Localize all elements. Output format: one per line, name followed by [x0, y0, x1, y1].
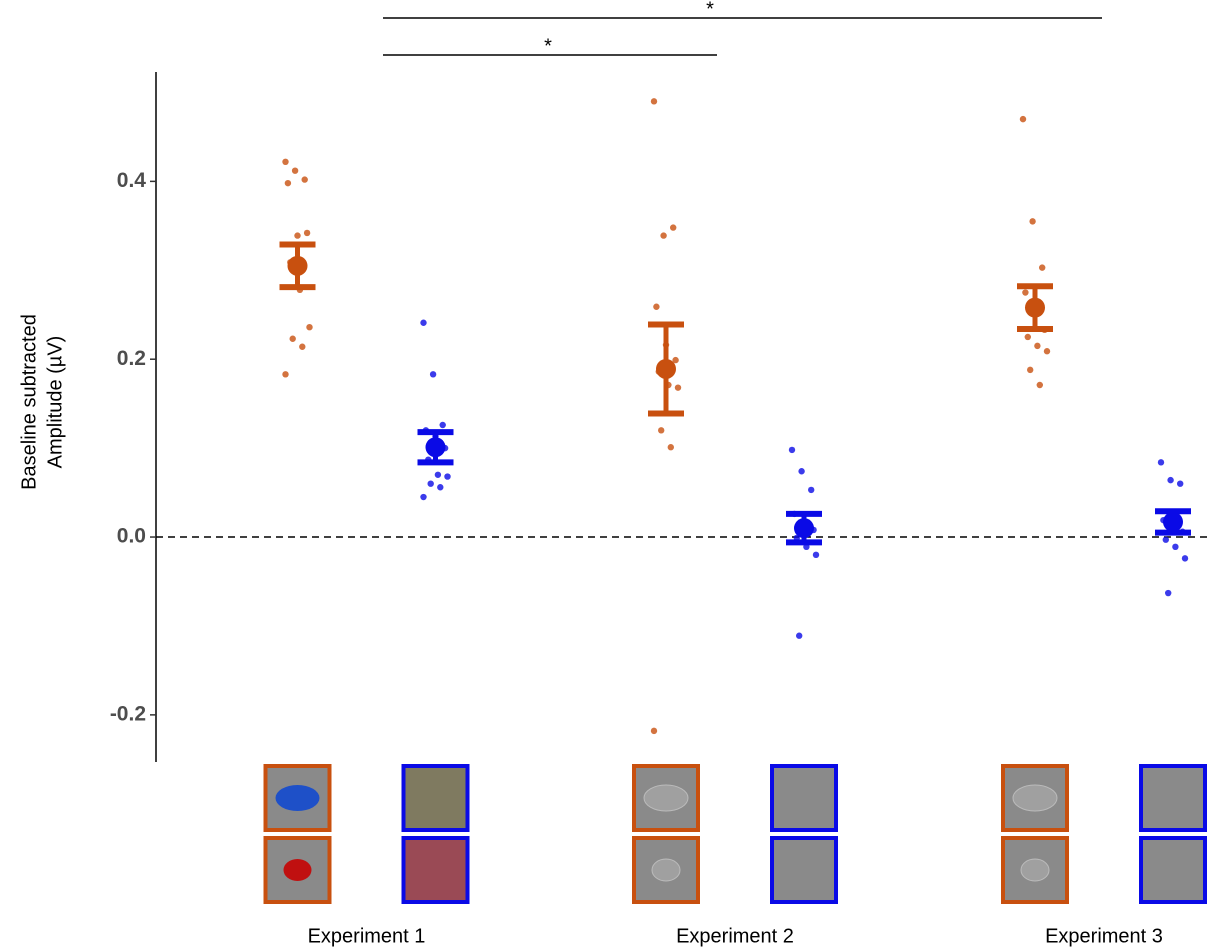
data-point — [650, 98, 658, 105]
data-point — [674, 384, 682, 391]
mean-point — [287, 255, 308, 276]
data-point — [444, 473, 451, 480]
data-point — [1043, 348, 1051, 355]
data-point — [672, 356, 679, 364]
stimulus-thumbnail — [770, 836, 838, 904]
data-point — [429, 371, 437, 378]
data-point — [303, 229, 311, 237]
data-point — [1024, 333, 1032, 341]
data-point — [1181, 555, 1189, 562]
y-axis-label-line: Baseline subtracted — [18, 314, 40, 490]
data-point — [434, 471, 442, 478]
data-point — [301, 176, 308, 183]
data-point — [808, 486, 815, 494]
data-point — [282, 371, 289, 378]
x-category-label: Experiment 2 — [676, 925, 794, 947]
data-point — [282, 158, 289, 166]
significance-label: * — [544, 35, 552, 57]
data-point — [653, 303, 660, 310]
data-point — [798, 468, 805, 475]
data-point — [660, 232, 667, 239]
significance-label: * — [706, 0, 714, 20]
data-point — [1027, 366, 1034, 374]
mean-point — [425, 437, 446, 458]
data-point — [1029, 218, 1036, 225]
y-tick-label: 0.2 — [117, 347, 146, 370]
stimulus-object — [643, 784, 689, 812]
data-point — [289, 335, 296, 342]
data-point — [1034, 342, 1041, 350]
mean-point — [794, 518, 814, 539]
data-point — [291, 167, 299, 174]
stimulus-object — [651, 858, 681, 882]
stimulus-thumbnail — [1139, 836, 1207, 904]
x-category-label: Experiment 3 — [1045, 925, 1163, 947]
data-point — [1162, 536, 1170, 543]
stimulus-object — [275, 785, 320, 811]
mean-point — [1025, 297, 1045, 318]
y-tick-label: 0.4 — [117, 169, 147, 192]
y-tick-label: -0.2 — [110, 702, 146, 725]
stimulus-thumbnail — [1139, 764, 1207, 832]
data-point — [796, 632, 803, 639]
data-point — [650, 727, 658, 735]
stimulus-object — [1012, 784, 1058, 812]
data-point — [1036, 381, 1044, 389]
data-point — [1172, 543, 1179, 551]
data-point — [1157, 459, 1165, 466]
data-point — [437, 484, 444, 491]
data-point — [788, 446, 796, 454]
stimulus-object — [1020, 858, 1050, 882]
data-point — [299, 343, 306, 350]
y-axis-label: Baseline subtracted Amplitude (µV) — [18, 314, 66, 490]
mean-point — [656, 358, 676, 379]
data-point — [658, 427, 665, 434]
data-point — [1177, 480, 1184, 487]
mean-point — [1163, 511, 1183, 532]
data-point — [439, 421, 446, 429]
stimulus-thumbnail — [770, 764, 838, 832]
data-point — [427, 480, 434, 487]
data-point — [1022, 289, 1029, 296]
y-axis-label-line: Amplitude (µV) — [44, 336, 66, 469]
stimulus-thumbnail — [401, 836, 470, 904]
data-point — [306, 323, 313, 331]
data-point — [1167, 476, 1174, 484]
data-point — [670, 224, 677, 231]
data-point — [667, 444, 674, 451]
data-point — [1039, 264, 1046, 271]
data-point — [420, 493, 427, 501]
data-point — [284, 179, 292, 187]
y-tick-label: 0.0 — [117, 525, 146, 548]
x-category-label: Experiment 1 — [308, 925, 426, 947]
data-point — [420, 319, 427, 326]
data-point — [1019, 115, 1027, 123]
data-point — [294, 232, 301, 239]
data-point — [1165, 589, 1172, 597]
data-point — [812, 551, 820, 559]
stimulus-thumbnail — [401, 764, 470, 832]
stimulus-object — [283, 859, 312, 881]
